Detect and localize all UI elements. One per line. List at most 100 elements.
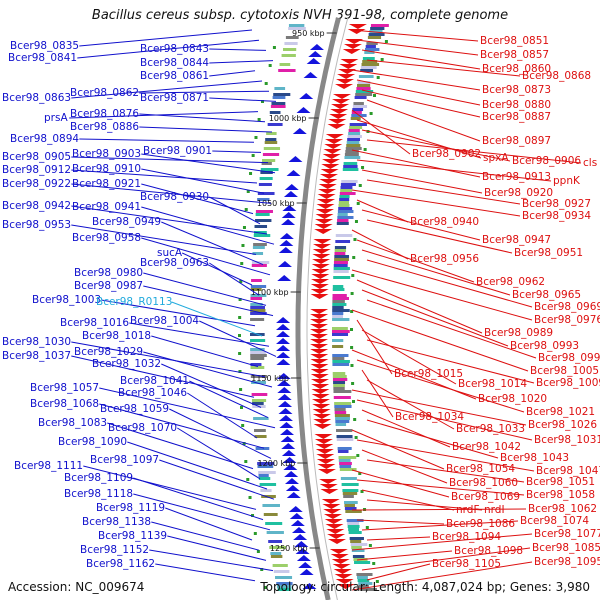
reverse-track-block [288,27,306,30]
forward-gene-mark [333,569,352,574]
gene-leader-line [356,159,552,182]
reverse-gene-mark [278,408,293,414]
gene-leader-line [71,205,268,235]
reverse-gene-label: Bcer98_0863 [2,92,71,104]
forward-track-block [346,144,361,147]
reverse-track-block [270,555,283,558]
forward-gene-label: Bcer98_0940 [410,216,479,228]
forward-gene-mark [312,259,331,264]
forward-gene-mark [323,514,342,519]
reverse-gene-label: Bcer98_1041 [120,375,189,387]
reverse-gene-mark [306,58,321,64]
reverse-gene-mark [276,317,291,323]
forward-gene-mark [320,489,339,494]
reverse-track-block [258,471,276,474]
reverse-track-block [250,306,265,309]
gene-leader-line [356,479,525,496]
reverse-gene-label: Bcer98_0861 [140,70,209,82]
gene-leader-line [351,149,481,178]
reverse-track-block [276,582,293,585]
gene-leader-line [209,97,277,102]
reverse-track-block [255,447,270,450]
forward-gene-mark [322,504,341,509]
forward-track-block [351,546,362,549]
forward-track-block [339,198,350,201]
forward-gene-label: Bcer98_0902 [412,148,481,160]
reverse-gene-label: Bcer98_0835 [10,40,79,52]
forward-track-block [333,390,352,393]
forward-track-block [338,456,357,459]
track-dot [240,262,244,265]
reverse-track-block [278,69,296,72]
reverse-gene-mark [279,422,294,428]
reverse-gene-mark [281,219,296,225]
forward-gene-label: Bcer98_1098 [454,545,523,557]
forward-track-block [360,66,377,69]
forward-track-block [332,312,344,315]
forward-track-block [339,465,352,468]
track-dot [257,118,261,121]
forward-gene-label: Bcer98_1094 [432,531,501,543]
reverse-track-block [257,192,275,195]
forward-track-block [339,468,357,471]
track-dot [241,244,245,247]
gene-leader-line [356,79,481,106]
gene-leader-line [356,550,453,561]
forward-gene-label: Bcer98_0976 [534,314,600,326]
reverse-track-block [276,585,292,588]
forward-gene-label: Bcer98_1051 [526,476,595,488]
track-dot [260,568,264,571]
reverse-gene-mark [282,205,297,211]
reverse-gene-mark [277,380,292,386]
forward-gene-label: cls [583,157,597,169]
forward-gene-mark [315,449,334,454]
reverse-track-block [255,219,272,222]
track-dot [363,148,367,151]
forward-track-block [350,543,368,546]
reverse-track-block [267,123,283,126]
reverse-gene-label: Bcer98_1059 [100,403,169,415]
forward-track-block [332,327,348,330]
forward-track-block [332,285,344,288]
reverse-gene-mark [292,128,307,134]
forward-track-block [335,240,351,243]
forward-gene-mark [317,464,336,469]
forward-gene-label: Bcer98_0934 [522,210,591,222]
reverse-track-block [253,243,267,246]
kbp-tick-label: 1100 kbp [251,288,289,297]
forward-gene-mark [310,374,329,379]
reverse-gene-label: Bcer98_0844 [140,57,209,69]
reverse-track-block [250,357,265,360]
reverse-track-block [250,303,263,306]
forward-track-block [357,81,371,84]
gene-leader-line [351,229,409,260]
forward-gene-mark [340,59,359,64]
forward-track-block [343,165,358,168]
gene-leader-line [209,48,267,51]
forward-gene-label: Bcer98_1009 [536,377,600,389]
reverse-track-block [254,231,267,234]
track-dot [350,328,354,331]
gene-leader-line [189,380,269,419]
forward-track-block [348,129,360,132]
forward-track-block [333,261,348,264]
gene-leader-line [366,419,499,459]
track-dot [261,100,265,103]
forward-track-block [349,123,367,126]
reverse-track-block [251,381,267,384]
reverse-track-block [262,153,280,156]
forward-gene-mark [327,124,346,129]
gene-leader-line [361,129,511,162]
reverse-gene-mark [296,107,311,113]
reverse-track-block [252,246,265,249]
track-dot [251,154,255,157]
track-dot [249,172,253,175]
forward-gene-mark [310,359,329,364]
reverse-gene-mark [276,324,291,330]
forward-track-block [334,249,347,252]
track-dot [380,58,384,61]
reverse-gene-label: Bcer98_0894 [10,133,79,145]
forward-gene-mark [338,69,357,74]
track-dot [268,64,272,67]
forward-gene-mark [312,404,331,409]
